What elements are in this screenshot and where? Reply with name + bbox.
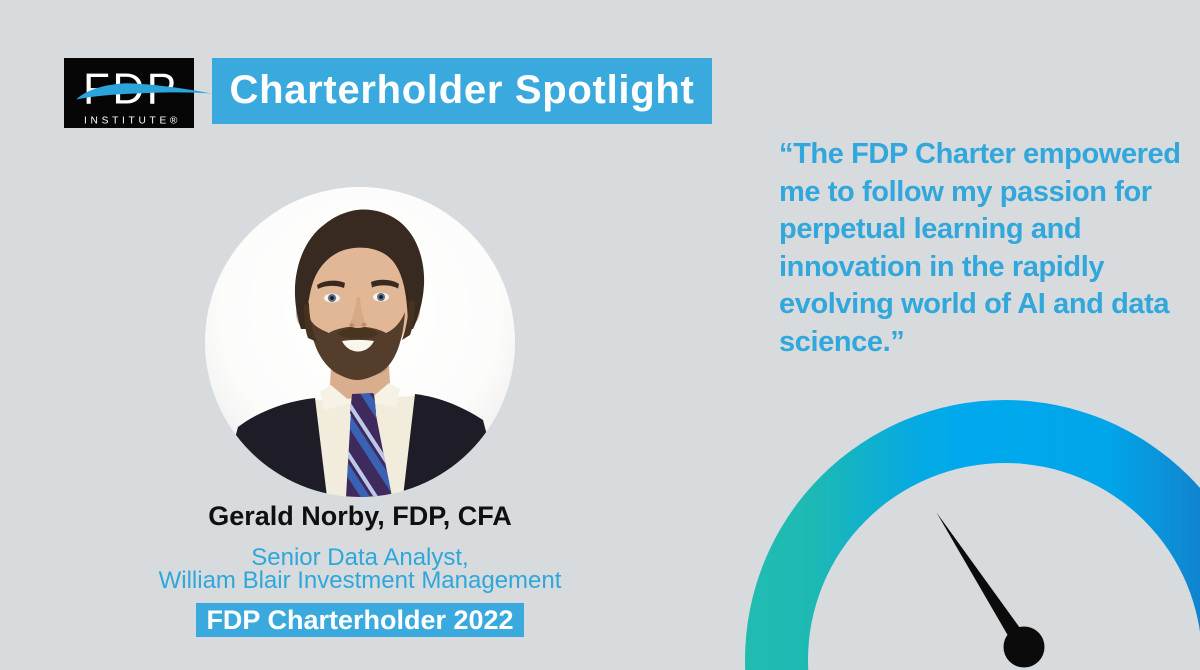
svg-text:INSTITUTE®: INSTITUTE® xyxy=(84,116,181,127)
